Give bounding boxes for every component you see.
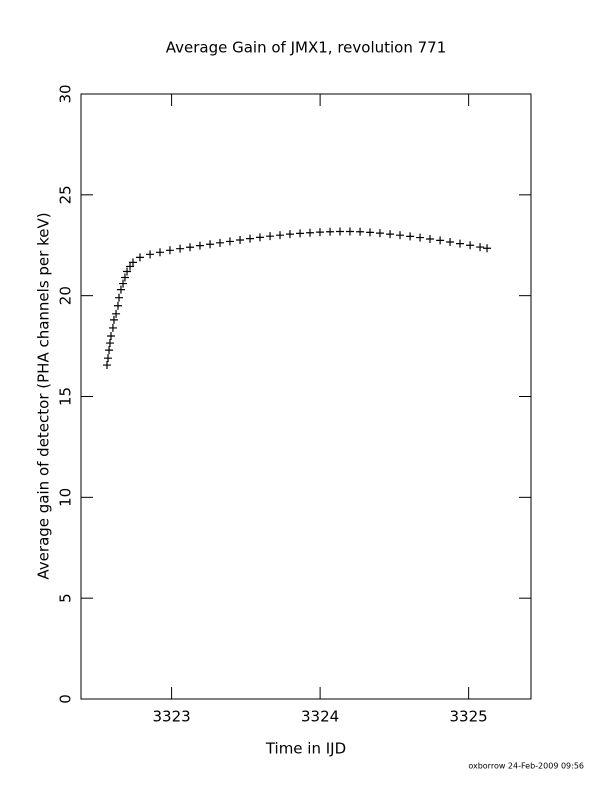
data-point <box>116 285 125 294</box>
y-tick-label: 0 <box>57 694 75 704</box>
y-axis-label: Average gain of detector (PHA channels p… <box>35 212 53 579</box>
data-point <box>216 238 225 247</box>
y-tick-label: 15 <box>57 387 75 406</box>
data-point <box>115 293 124 302</box>
data-point <box>135 253 144 262</box>
data-point <box>123 267 132 276</box>
x-tick-label: 3324 <box>301 708 339 726</box>
y-tick-label: 25 <box>57 185 75 204</box>
data-point <box>476 243 485 252</box>
data-point <box>446 238 455 247</box>
y-tick-label: 30 <box>57 84 75 103</box>
data-point <box>276 231 285 240</box>
data-point <box>255 233 264 242</box>
data-point <box>296 229 305 238</box>
data-point <box>176 244 185 253</box>
data-point <box>356 227 365 236</box>
data-point <box>120 273 129 282</box>
data-point <box>102 361 111 370</box>
data-point <box>466 241 475 250</box>
data-point <box>416 233 425 242</box>
data-point <box>336 227 345 236</box>
data-point <box>195 241 204 250</box>
y-tick-label: 10 <box>57 488 75 507</box>
data-point <box>112 309 121 318</box>
data-point <box>406 232 415 241</box>
data-point <box>156 248 165 257</box>
data-point <box>366 228 375 237</box>
data-point <box>236 236 245 245</box>
data-point <box>436 236 445 245</box>
data-point <box>246 234 255 243</box>
data-point <box>105 346 114 355</box>
data-point <box>266 232 275 241</box>
data-point <box>108 323 117 332</box>
data-point <box>186 243 195 252</box>
y-tick-label: 20 <box>57 286 75 305</box>
y-tick-label: 5 <box>57 593 75 603</box>
data-point <box>396 231 405 240</box>
data-point <box>345 227 354 236</box>
data-point <box>326 227 335 236</box>
data-point <box>456 239 465 248</box>
data-point <box>119 279 128 288</box>
x-tick-label: 3325 <box>450 708 488 726</box>
data-point <box>483 244 492 253</box>
data-point <box>225 237 234 246</box>
data-point <box>128 258 137 267</box>
data-point <box>375 229 384 238</box>
data-point <box>206 240 215 249</box>
x-tick-label: 3323 <box>153 708 191 726</box>
data-point <box>126 262 135 271</box>
chart-title: Average Gain of JMX1, revolution 771 <box>166 39 447 57</box>
data-point <box>109 315 118 324</box>
data-point <box>107 332 115 340</box>
data-point <box>113 301 122 310</box>
x-axis-label: Time in IJD <box>265 740 346 758</box>
data-point <box>306 228 315 237</box>
data-point <box>426 234 435 243</box>
data-point <box>146 250 155 259</box>
data-point <box>315 228 324 237</box>
data-point <box>104 354 113 363</box>
data-point <box>165 246 174 255</box>
data-point <box>386 230 395 239</box>
data-point <box>285 230 294 239</box>
data-point <box>105 339 114 348</box>
footer: oxborrow 24-Feb-2009 09:56 <box>468 762 584 771</box>
